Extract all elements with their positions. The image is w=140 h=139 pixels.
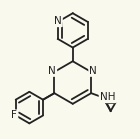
Text: N: N — [89, 66, 97, 76]
Text: N: N — [54, 16, 62, 26]
Text: NH: NH — [100, 92, 115, 102]
Text: F: F — [11, 111, 17, 121]
Text: N: N — [48, 66, 56, 76]
